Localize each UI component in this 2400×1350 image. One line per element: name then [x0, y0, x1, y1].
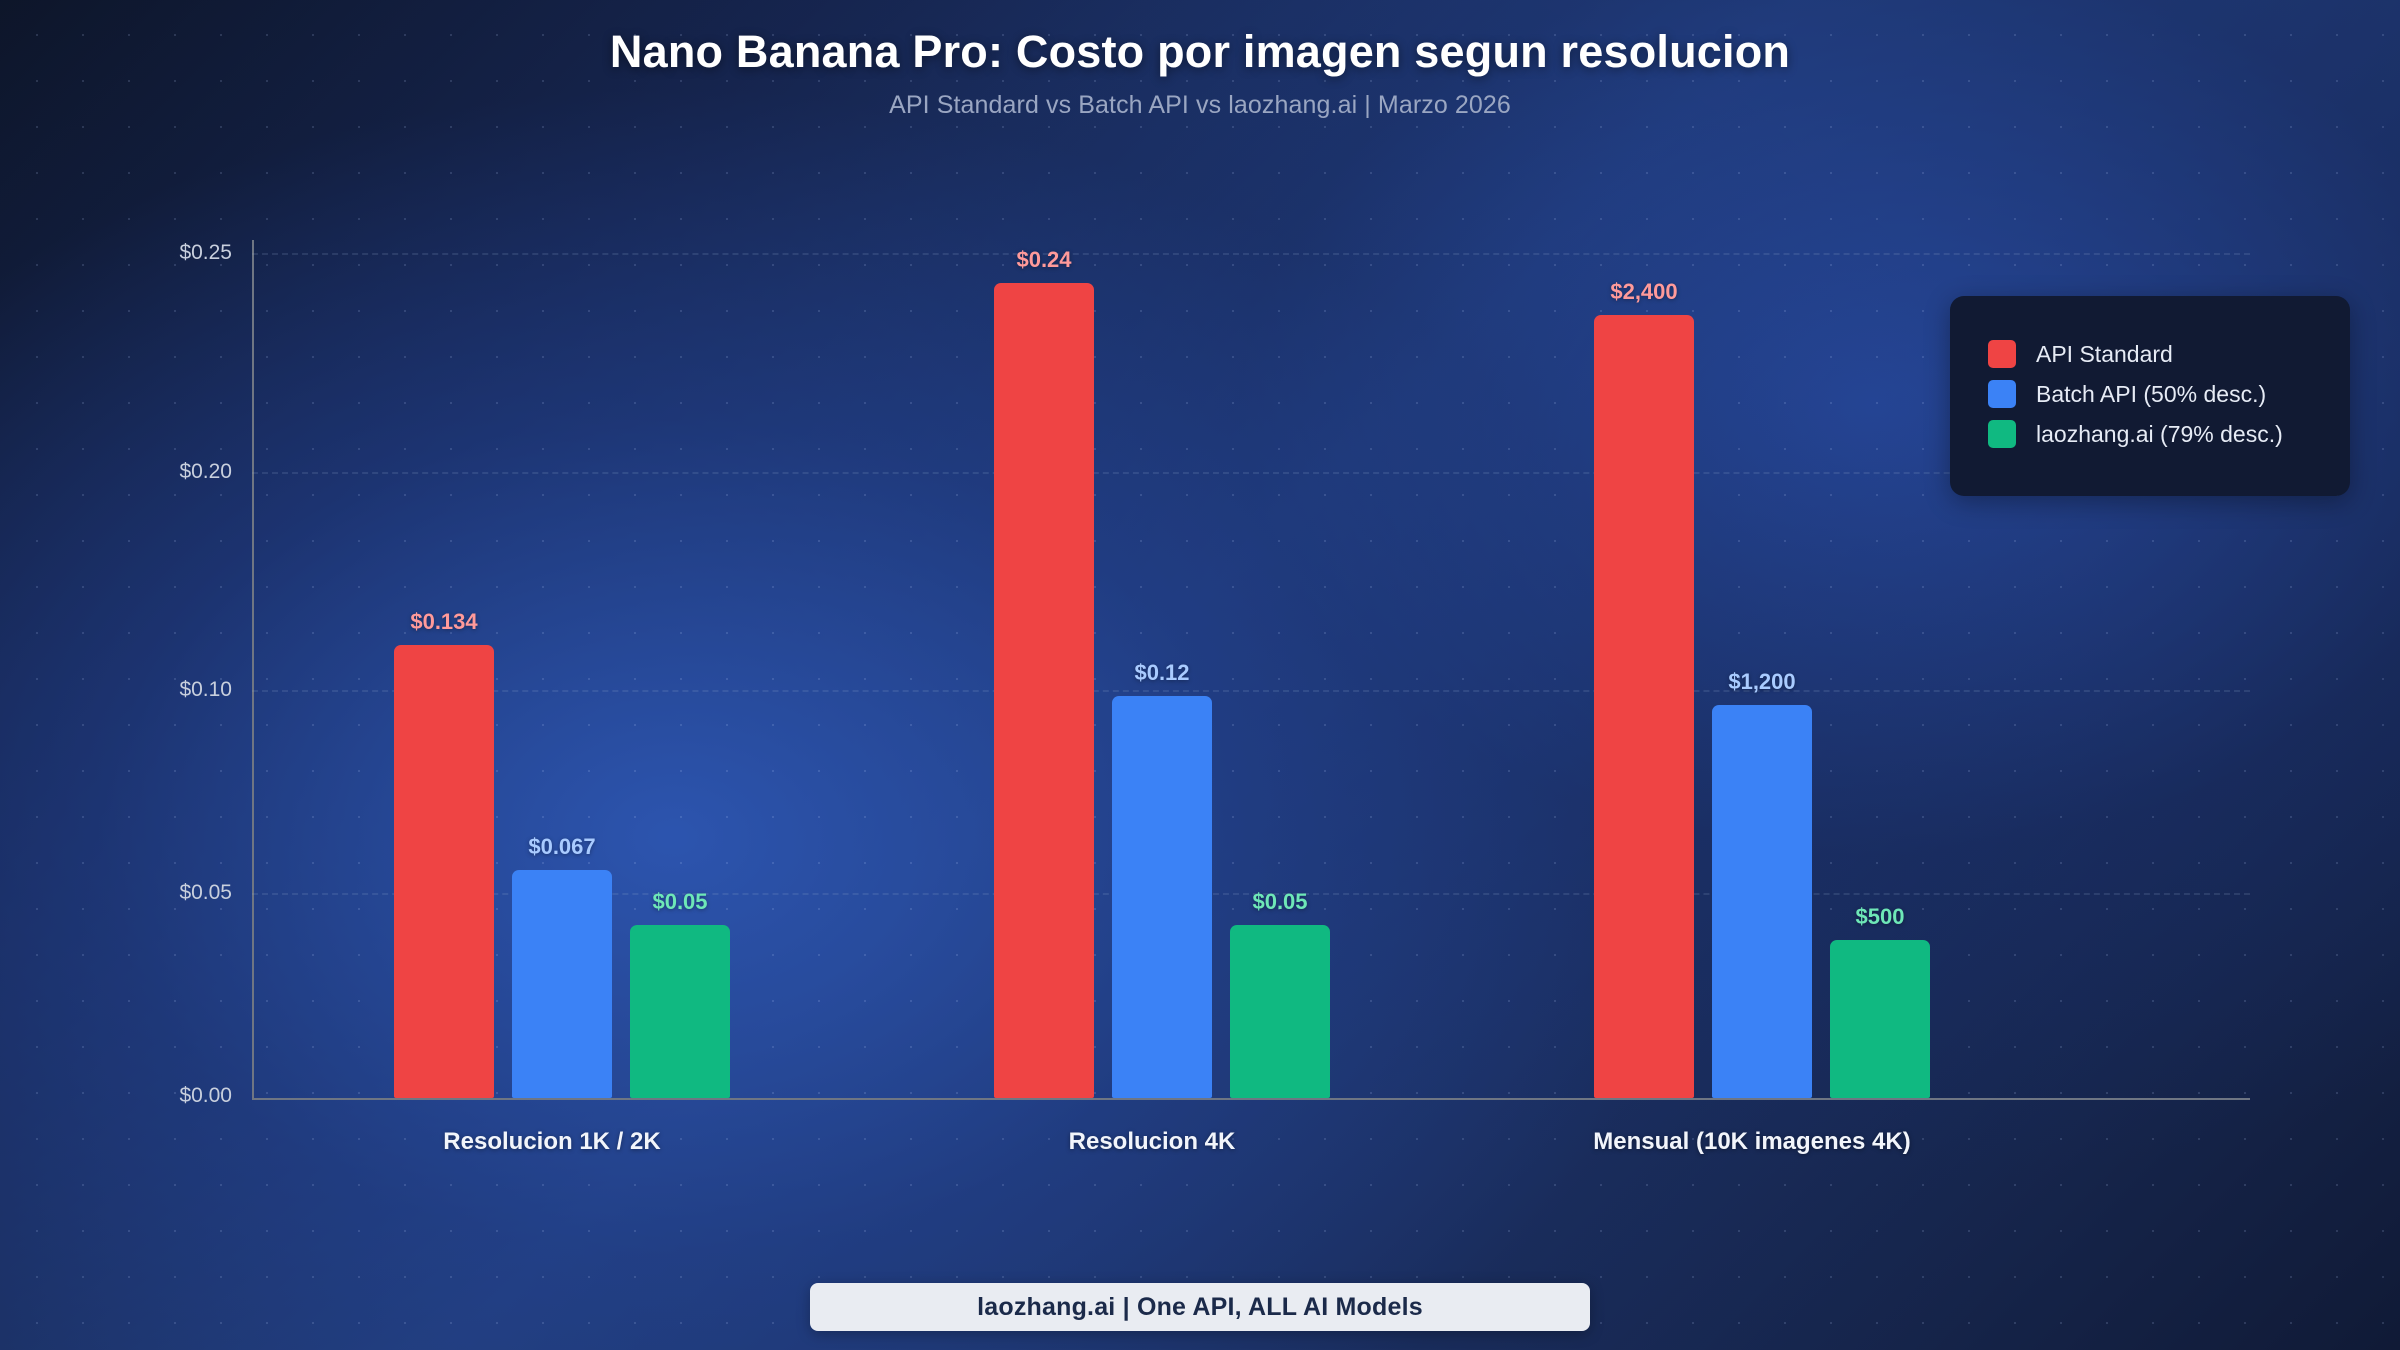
legend-item[interactable]: API Standard: [1988, 340, 2173, 368]
gridline: [252, 253, 2250, 255]
bar[interactable]: [1230, 925, 1330, 1098]
gridline: [252, 472, 2250, 474]
chart-title: Nano Banana Pro: Costo por imagen segun …: [609, 26, 1791, 77]
x-axis-category-label: Resolucion 1K / 2K: [443, 1128, 661, 1155]
bar[interactable]: [1112, 696, 1212, 1098]
legend-swatch-icon: [1988, 340, 2016, 368]
gridline: [252, 893, 2250, 895]
bar-value-label: $0.24: [1016, 247, 1072, 272]
bar[interactable]: [1712, 705, 1812, 1098]
y-axis-tick-label: $0.00: [179, 1084, 232, 1107]
y-axis-tick-label: $0.20: [179, 460, 232, 483]
legend-label: Batch API (50% desc.): [2036, 380, 2267, 407]
x-axis-category-label: Resolucion 4K: [1068, 1128, 1236, 1155]
y-axis-tick-label: $0.10: [179, 678, 232, 701]
bar[interactable]: [394, 645, 494, 1098]
bar-value-label: $0.134: [410, 609, 478, 634]
chart-subtitle: API Standard vs Batch API vs laozhang.ai…: [889, 90, 1511, 119]
bar[interactable]: [994, 283, 1094, 1098]
legend-swatch-icon: [1988, 380, 2016, 408]
legend-label: API Standard: [2036, 340, 2173, 367]
chart-header: Nano Banana Pro: Costo por imagen segun …: [0, 26, 2400, 120]
bar[interactable]: [512, 870, 612, 1098]
footer-badge: laozhang.ai | One API, ALL AI Models: [810, 1283, 1590, 1331]
legend-item[interactable]: Batch API (50% desc.): [1988, 380, 2266, 408]
bar[interactable]: [1594, 315, 1694, 1098]
bar-value-label: $0.12: [1134, 660, 1190, 685]
bar-value-label: $500: [1855, 904, 1905, 929]
legend-item[interactable]: laozhang.ai (79% desc.): [1988, 420, 2283, 448]
gridline: [252, 690, 2250, 692]
bar-value-label: $0.05: [1252, 889, 1308, 914]
bar-value-label: $1,200: [1728, 669, 1796, 694]
x-axis-category-label: Mensual (10K imagenes 4K): [1593, 1128, 1911, 1155]
bar[interactable]: [630, 925, 730, 1098]
legend-label: laozhang.ai (79% desc.): [2036, 420, 2283, 447]
y-axis-tick-label: $0.25: [179, 241, 232, 264]
bar-value-label: $2,400: [1610, 279, 1678, 304]
bar[interactable]: [1830, 940, 1930, 1098]
bar-value-label: $0.067: [528, 834, 596, 859]
plot-area: $0.25 $0.20 $0.10 $0.05 $0.00 $0.134 $0.067 $0…: [179, 240, 2250, 1155]
y-axis-line: [252, 240, 254, 1098]
y-axis-tick-label: $0.05: [179, 881, 232, 904]
bar-value-label: $0.05: [652, 889, 708, 914]
chart-legend: API Standard Batch API (50% desc.) laozhan…: [1950, 296, 2350, 496]
legend-swatch-icon: [1988, 420, 2016, 448]
x-axis-line: [252, 1098, 2250, 1100]
